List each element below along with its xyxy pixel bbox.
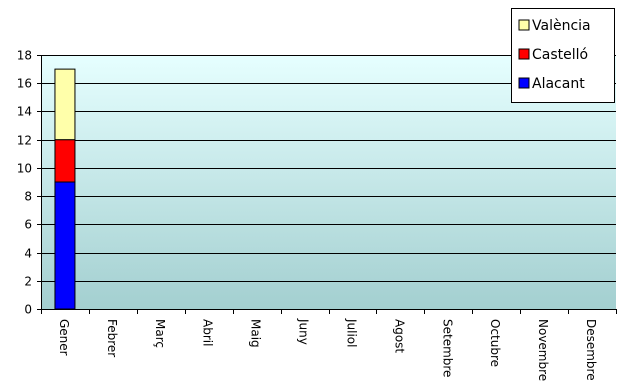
y-axis-ticks: 0 2 4 6 8 10 12 14 16 18 [17, 49, 41, 317]
legend-label: Alacant [532, 76, 585, 92]
legend-label: Castelló [532, 47, 588, 63]
x-tick-label: Abril [201, 319, 215, 346]
x-tick-label: Octubre [488, 319, 502, 367]
y-tick-label: 8 [24, 190, 32, 204]
legend-swatch [518, 19, 530, 31]
bar-segment [54, 139, 76, 183]
x-tick-label: Maig [249, 319, 263, 348]
x-tick-label: Desembre [584, 319, 598, 381]
x-tick-label: Juny [297, 318, 311, 345]
x-axis-ticks: Gener Febrer Març Abril Maig Juny Juliol Agost S… [41, 309, 617, 381]
x-tick-label: Novembre [536, 319, 550, 381]
x-tick-label: Març [153, 319, 167, 348]
legend: València Castelló Alacant [511, 8, 615, 103]
x-tick-label: Agost [392, 319, 406, 353]
bars [54, 68, 76, 310]
y-tick-label: 4 [24, 247, 32, 261]
y-tick-label: 10 [17, 162, 32, 176]
legend-swatch [518, 48, 530, 60]
y-tick-label: 0 [24, 303, 32, 317]
gridlines [41, 55, 616, 282]
legend-swatch [518, 77, 530, 89]
legend-label: València [532, 18, 591, 34]
y-tick-label: 14 [17, 105, 32, 119]
bar-segment [54, 68, 76, 141]
y-tick-label: 2 [24, 275, 32, 289]
y-tick-label: 12 [17, 134, 32, 148]
x-tick-label: Febrer [105, 319, 119, 357]
y-tick-label: 18 [17, 49, 32, 63]
axes [37, 55, 616, 313]
y-tick-label: 6 [24, 218, 32, 232]
x-tick-label: Setembre [440, 319, 454, 377]
y-tick-label: 16 [17, 77, 32, 91]
x-tick-label: Juliol [344, 318, 358, 348]
x-tick-label: Gener [57, 319, 71, 356]
bar-segment [54, 181, 76, 310]
